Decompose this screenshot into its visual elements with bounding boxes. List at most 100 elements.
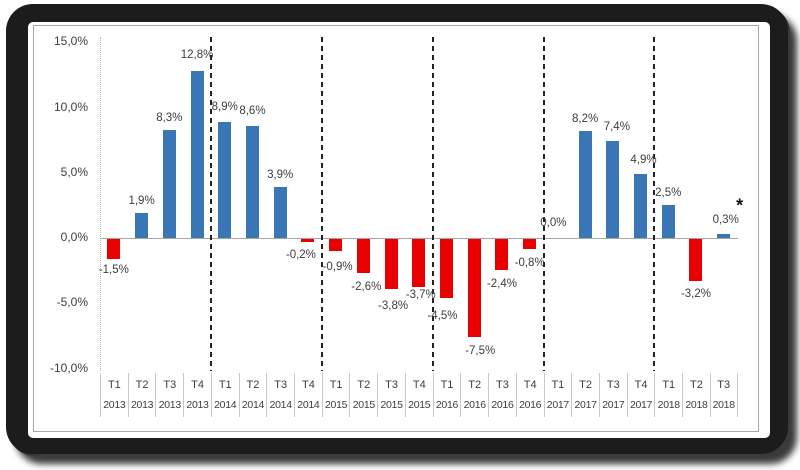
year-label: 2015: [325, 399, 348, 411]
bar-label: 0,3%: [712, 214, 739, 227]
asterisk-annotation: *: [736, 195, 744, 216]
category-cell: T3 2016: [488, 373, 516, 417]
category-cell: T4 2017: [626, 373, 655, 417]
year-label: 2017: [546, 399, 569, 411]
year-label: 2014: [241, 399, 265, 411]
year-label: 2014: [269, 399, 292, 411]
quarter-label: T1: [662, 379, 676, 391]
year-label: 2016: [491, 399, 514, 411]
category-cell: T3 2017: [598, 373, 627, 417]
bar: [412, 239, 426, 288]
bar-label: 12,8%: [180, 48, 214, 61]
year-label: 2015: [380, 399, 403, 411]
year-label: 2014: [297, 399, 320, 411]
bar: [135, 213, 149, 238]
quarter-label: T1: [329, 379, 343, 391]
bar: [661, 205, 675, 238]
y-tick-label: 10,0%: [53, 99, 88, 114]
quarter-label: T2: [690, 379, 703, 391]
quarter-label: T1: [107, 379, 121, 391]
bar-label: 8,6%: [239, 104, 266, 117]
bar-label: 0,0%: [540, 217, 567, 229]
quarter-label: T3: [717, 379, 731, 391]
bar: [245, 125, 259, 238]
bar-label: -7,5%: [465, 344, 496, 357]
category-cell: T2 2014: [238, 373, 267, 417]
bar-label: -0,8%: [514, 257, 545, 270]
bar: [301, 239, 315, 242]
y-axis-line: [100, 37, 101, 371]
bar-label: 3,9%: [267, 169, 294, 182]
category-cell: T4 2013: [183, 373, 211, 417]
bar: [218, 121, 232, 238]
year-label: 2013: [186, 399, 209, 411]
category-cell: T4 2015: [404, 373, 433, 417]
bar: [689, 239, 703, 281]
quarter-label: T4: [191, 379, 204, 391]
bar-label: 8,9%: [211, 100, 238, 113]
y-tick-label: -10,0%: [49, 360, 88, 375]
category-cell: T3 2013: [155, 373, 183, 417]
bar: [606, 141, 620, 238]
quarter-label: T2: [468, 379, 482, 391]
category-cell: T4 2014: [294, 373, 322, 417]
bar-label: -4,5%: [427, 309, 458, 322]
bar: [384, 239, 398, 289]
bar: [717, 234, 731, 238]
bar-label: -3,8%: [378, 299, 409, 312]
bar-label: -2,6%: [351, 280, 382, 293]
bar: [523, 239, 537, 250]
y-tick-label: -5,0%: [56, 295, 88, 310]
year-label: 2015: [408, 399, 431, 411]
category-cell: T4 2016: [515, 373, 544, 417]
year-separator-line: [209, 37, 212, 371]
quarter-label: T3: [496, 379, 509, 391]
quarter-label: T2: [579, 379, 593, 391]
category-cell: T2 2015: [349, 373, 377, 417]
category-cell: T1 2015: [321, 373, 350, 417]
quarter-label: T2: [357, 379, 371, 391]
chart-border: [33, 25, 759, 432]
category-cell: T3 2014: [266, 373, 294, 417]
quarter-label: T1: [218, 379, 232, 391]
year-label: 2018: [712, 399, 735, 411]
bar: [107, 239, 121, 259]
bar-label: -1,5%: [98, 263, 129, 276]
bar: [273, 187, 287, 238]
year-label: 2018: [657, 399, 680, 411]
year-label: 2017: [574, 399, 597, 411]
year-label: 2014: [214, 399, 237, 411]
quarter-label: T3: [606, 379, 620, 391]
bar-label: 1,9%: [128, 195, 155, 208]
bar-label: 8,3%: [156, 111, 183, 124]
category-cell: T2 2013: [127, 373, 156, 417]
quarter-label: T2: [246, 379, 260, 391]
bar-label: -3,7%: [405, 289, 436, 302]
zero-line: [100, 238, 738, 239]
bar-label: 2,5%: [655, 187, 682, 200]
y-tick-label: 15,0%: [53, 34, 88, 49]
category-cell: T3 2015: [377, 373, 405, 417]
year-separator-line: [320, 37, 323, 371]
bar: [495, 239, 509, 271]
quarter-label: T4: [412, 379, 426, 391]
category-cell: T3 2018: [709, 373, 738, 417]
y-tick-label: 5,0%: [60, 164, 88, 179]
bar: [634, 174, 648, 238]
year-label: 2013: [158, 399, 181, 411]
category-cell: T1 2018: [654, 373, 682, 417]
year-label: 2016: [519, 399, 542, 411]
quarter-label: T2: [135, 379, 149, 391]
bar: [162, 129, 176, 238]
year-separator-line: [542, 37, 545, 371]
year-label: 2013: [103, 399, 126, 411]
bar: [329, 239, 343, 251]
y-tick-label: 0,0%: [60, 230, 88, 244]
year-label: 2018: [685, 399, 708, 411]
category-cell: T2 2016: [460, 373, 488, 417]
quarter-label: T3: [274, 379, 288, 391]
quarter-label: T3: [163, 379, 177, 391]
year-label: 2016: [435, 399, 459, 411]
